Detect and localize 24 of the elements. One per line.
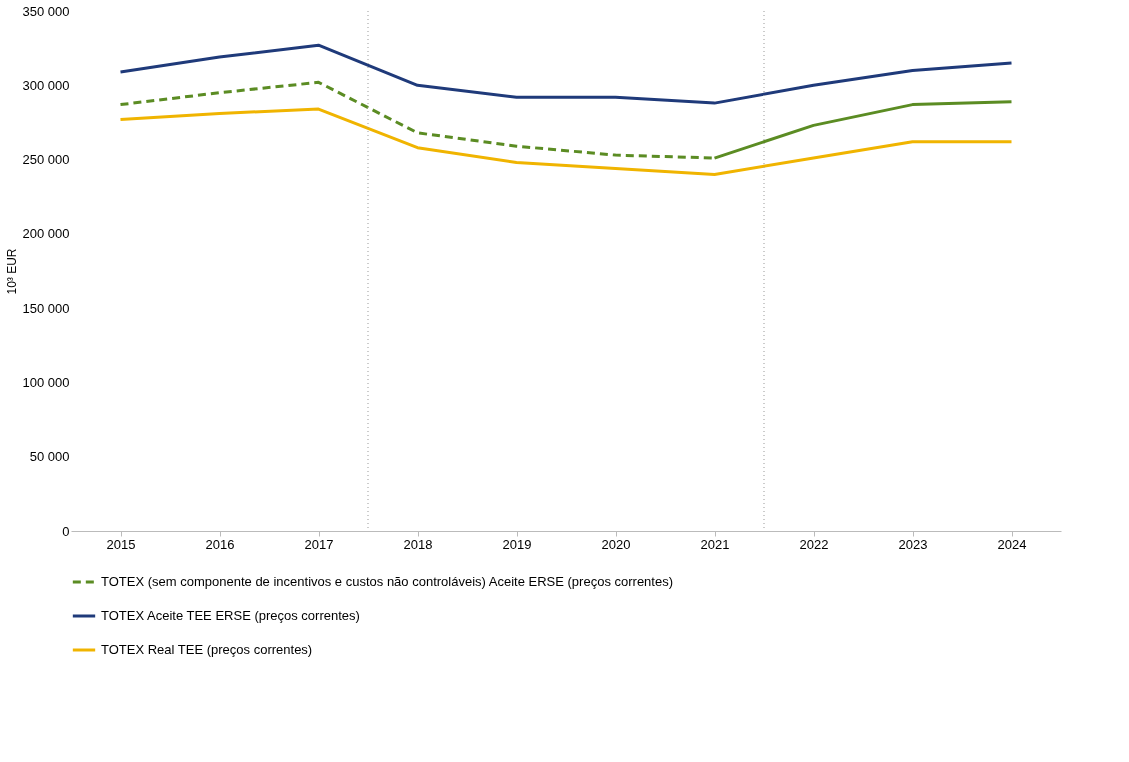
x-tick-label: 2017 xyxy=(304,536,334,552)
x-tick-label: 2022 xyxy=(799,536,829,552)
y-tick-label: 0 xyxy=(62,523,70,539)
line-series xyxy=(119,107,1013,176)
x-tick-label: 2023 xyxy=(898,536,928,552)
y-tick-label: 150 000 xyxy=(22,300,70,316)
y-tick-label: 350 000 xyxy=(22,3,70,19)
y-axis-title: 10³ EUR xyxy=(4,248,19,295)
x-tick-label: 2016 xyxy=(205,536,235,552)
y-tick-label: 50 000 xyxy=(29,449,70,465)
x-tick-label: 2019 xyxy=(502,536,532,552)
legend-label: TOTEX Real TEE (preços correntes) xyxy=(101,642,313,657)
x-tick-label: 2018 xyxy=(403,536,433,552)
legend-label: TOTEX Aceite TEE ERSE (preços correntes) xyxy=(101,608,360,623)
y-tick-label: 100 000 xyxy=(22,374,70,390)
legend-label: TOTEX (sem componente de incentivos e custos não controláveis) Aceite ERSE (preços correntes) xyxy=(101,574,674,589)
line-series xyxy=(119,43,1013,105)
y-tick-label: 200 000 xyxy=(22,226,70,242)
x-tick-label: 2021 xyxy=(700,536,730,552)
y-tick-label: 300 000 xyxy=(22,77,70,93)
x-tick-label: 2020 xyxy=(601,536,631,552)
y-tick-label: 250 000 xyxy=(22,152,70,168)
x-tick-label: 2015 xyxy=(106,536,136,552)
x-tick-label: 2024 xyxy=(997,536,1027,552)
